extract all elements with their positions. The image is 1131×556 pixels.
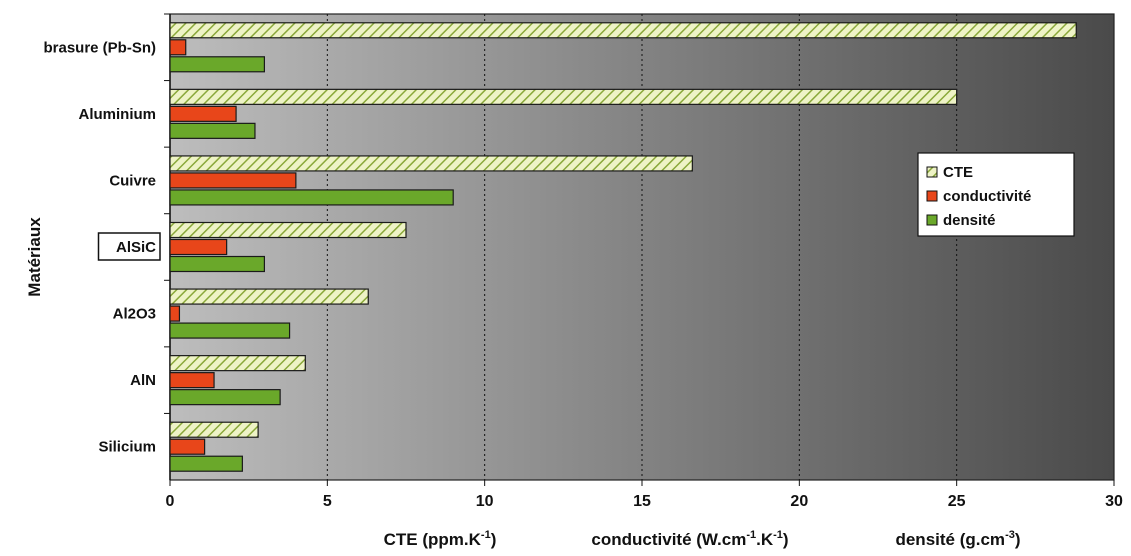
x-axis-title: densité (g.cm-3) <box>895 529 1020 549</box>
y-category-label: AlN <box>130 372 156 389</box>
y-category-label: Al2O3 <box>113 306 156 323</box>
conductivity-bar <box>169 305 181 322</box>
density-bar <box>169 122 256 139</box>
legend-label: conductivité <box>943 188 1031 205</box>
y-category-label: AlSiC <box>116 239 156 256</box>
y-category-label: Silicium <box>98 439 156 456</box>
y-category-label: brasure (Pb-Sn) <box>43 39 156 56</box>
y-category-label: Aluminium <box>79 106 157 123</box>
x-axis-title: CTE (ppm.K-1) <box>384 529 497 549</box>
x-tick-label: 30 <box>1105 493 1123 510</box>
y-axis-title: Matériaux <box>25 217 44 297</box>
conductivity-bar <box>169 438 206 455</box>
cte-bar <box>169 88 958 105</box>
density-bar <box>169 322 291 339</box>
legend-label: densité <box>943 212 996 229</box>
density-bar <box>169 455 243 472</box>
density-bar <box>169 56 266 73</box>
legend-box <box>917 152 1075 237</box>
density-bar <box>169 255 266 273</box>
x-tick-label: 0 <box>166 493 175 510</box>
legend-label: CTE <box>943 164 973 181</box>
density-bar <box>169 189 454 206</box>
category-highlight-box <box>97 232 161 261</box>
cte-bar <box>169 221 407 239</box>
y-category-label: Cuivre <box>109 172 156 189</box>
legend-swatch <box>926 190 938 202</box>
cte-bar <box>169 421 259 438</box>
conductivity-bar <box>169 238 228 256</box>
x-tick-label: 5 <box>323 493 332 510</box>
conductivity-bar <box>169 39 187 56</box>
conductivity-bar <box>169 372 215 389</box>
conductivity-bar <box>169 105 237 122</box>
x-tick-label: 20 <box>790 493 808 510</box>
cte-bar <box>169 22 1077 39</box>
x-tick-label: 25 <box>948 493 966 510</box>
cte-bar <box>169 155 693 172</box>
conductivity-bar <box>169 172 297 189</box>
cte-bar <box>169 288 369 305</box>
cte-bar <box>169 355 306 372</box>
legend-swatch <box>926 214 938 226</box>
x-tick-label: 10 <box>476 493 494 510</box>
legend-swatch <box>926 166 938 178</box>
x-axis-title: conductivité (W.cm-1.K-1) <box>591 529 788 549</box>
x-tick-label: 15 <box>633 493 651 510</box>
density-bar <box>169 389 281 406</box>
